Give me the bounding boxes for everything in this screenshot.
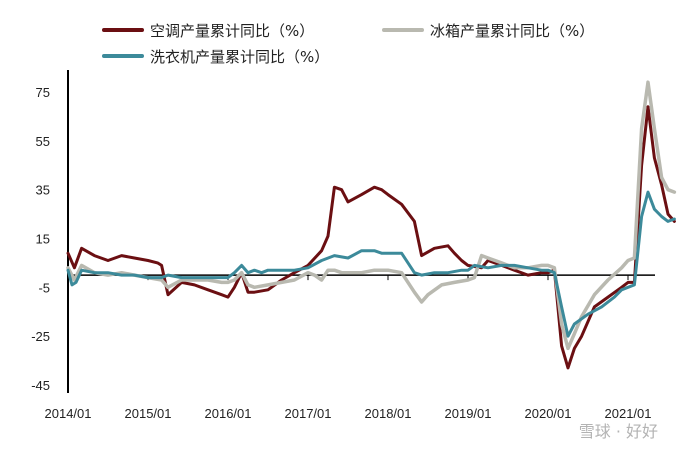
y-tick-label: 55 xyxy=(36,134,50,149)
series-line-washing-machine xyxy=(66,190,676,338)
x-tick-label: 2014/01 xyxy=(45,406,92,421)
y-axis-ticks: 75 55 35 15 -5 -25 -45 xyxy=(31,85,50,393)
legend-swatch-refrigerator xyxy=(382,28,424,32)
x-tick-label: 2016/01 xyxy=(205,406,252,421)
legend-label-refrigerator: 冰箱产量累计同比（%） xyxy=(430,21,595,40)
legend-item-refrigerator: 冰箱产量累计同比（%） xyxy=(382,20,594,40)
series-line-air-conditioner xyxy=(66,105,676,370)
legend-label-air-conditioner: 空调产量累计同比（%） xyxy=(150,21,315,40)
y-tick-label: 15 xyxy=(36,232,50,247)
x-tick-label: 2017/01 xyxy=(285,406,332,421)
y-tick-label: -5 xyxy=(38,280,50,295)
legend-item-air-conditioner: 空调产量累计同比（%） xyxy=(102,20,314,40)
legend-swatch-washing-machine xyxy=(102,54,144,58)
series-line-refrigerator xyxy=(66,80,677,351)
legend-label-washing-machine: 洗衣机产量累计同比（%） xyxy=(150,47,330,66)
y-tick-label: 75 xyxy=(36,85,50,100)
x-axis-ticks: 2014/01 2015/01 2016/01 2017/01 2018/01 2019/… xyxy=(45,275,652,421)
legend-swatch-air-conditioner xyxy=(102,28,144,32)
x-tick-label: 2021/01 xyxy=(605,406,652,421)
series-lines xyxy=(66,80,677,370)
legend-item-washing-machine: 洗衣机产量累计同比（%） xyxy=(102,46,329,66)
x-tick-label: 2018/01 xyxy=(365,406,412,421)
y-tick-label: -25 xyxy=(31,329,50,344)
watermark: 雪球 · 好好 xyxy=(578,422,658,441)
x-tick-label: 2015/01 xyxy=(125,406,172,421)
y-tick-label: 35 xyxy=(36,183,50,198)
x-tick-label: 2019/01 xyxy=(445,406,492,421)
x-tick-label: 2020/01 xyxy=(525,406,572,421)
y-tick-label: -45 xyxy=(31,378,50,393)
